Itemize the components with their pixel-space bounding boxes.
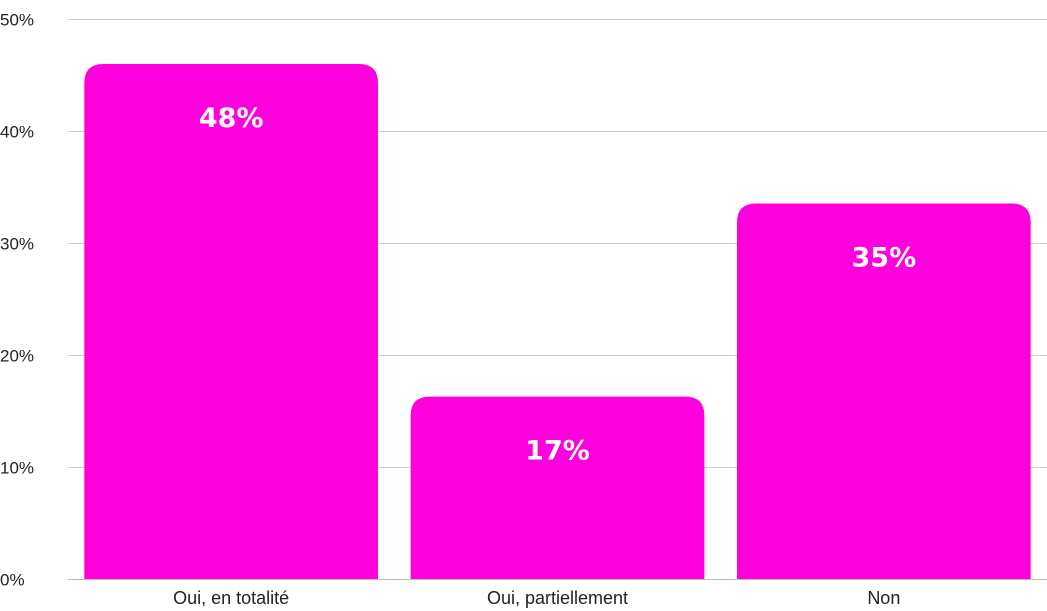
y-tick-label: 30% — [0, 235, 34, 254]
bars — [84, 63, 1031, 580]
y-tick-label: 40% — [0, 123, 34, 142]
y-tick-label: 50% — [0, 11, 34, 30]
y-tick-label: 10% — [0, 459, 34, 478]
y-tick-label: 20% — [0, 347, 34, 366]
x-axis-categories: Oui, en totalité Oui, partiellement Non — [173, 588, 900, 608]
bar — [84, 63, 379, 580]
data-label: 48% — [199, 103, 264, 134]
x-category-label: Non — [867, 588, 900, 608]
y-tick-label: 0% — [0, 571, 25, 590]
bar — [410, 396, 705, 579]
x-category-label: Oui, partiellement — [487, 588, 628, 608]
data-labels: 48% 17% 35% — [199, 103, 916, 467]
bar — [736, 203, 1031, 580]
y-axis-ticks: 0% 10% 20% 30% 40% 50% — [0, 11, 34, 590]
x-category-label: Oui, en totalité — [173, 588, 289, 608]
data-label: 35% — [852, 242, 917, 273]
data-label: 17% — [525, 436, 590, 467]
